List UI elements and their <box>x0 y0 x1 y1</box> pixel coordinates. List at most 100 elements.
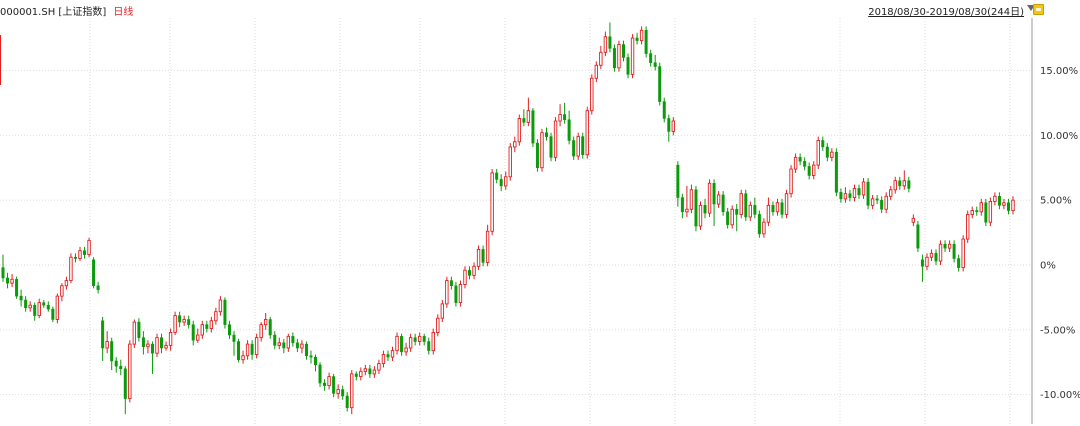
y-tick-label: 10.00% <box>1040 131 1078 142</box>
candle-body-up <box>277 342 281 346</box>
candle-body-up <box>925 256 929 267</box>
candle-body-down <box>771 205 775 213</box>
candle-body-down <box>345 395 349 408</box>
period-label[interactable]: 日线 <box>113 7 134 18</box>
candle-body-up <box>336 389 340 394</box>
candle-body-down <box>141 337 145 347</box>
candle-body-down <box>73 256 77 259</box>
candle-body-down <box>920 259 924 267</box>
candle-body-down <box>821 140 825 148</box>
candle-body-down <box>975 210 979 213</box>
candle-body-down <box>282 342 286 349</box>
candle-body-up <box>408 337 413 349</box>
candle-body-down <box>626 57 630 75</box>
lock-icon[interactable] <box>1033 4 1044 15</box>
candle-body-up <box>748 204 753 218</box>
candle-body-up <box>218 299 223 313</box>
candle-body-down <box>92 259 96 287</box>
candle-body-up <box>440 303 445 319</box>
candle-body-up <box>37 302 41 317</box>
candle-body-up <box>961 238 965 269</box>
candle-body-down <box>110 341 114 362</box>
candle-body-up <box>617 44 621 69</box>
candle-body-down <box>839 192 843 200</box>
candle-body-down <box>857 188 861 196</box>
candle-body-up <box>585 110 589 156</box>
candle-body-down <box>368 368 372 375</box>
candle-body-up <box>1011 199 1015 211</box>
candle-body-up <box>128 343 132 400</box>
candle-body-up <box>78 250 82 259</box>
candle-body-down <box>137 321 141 338</box>
candle-body-up <box>196 334 200 341</box>
candle-body-down <box>653 62 657 67</box>
candle-body-down <box>581 136 585 156</box>
candle-body-up <box>146 343 150 348</box>
candle-body-up <box>730 208 734 226</box>
candle-body-up <box>630 37 635 75</box>
symbol-code: 000001.SH <box>0 7 56 18</box>
candle-body-down <box>535 142 539 168</box>
candle-body-up <box>359 370 363 377</box>
candle-body-up <box>639 29 644 42</box>
candle-body-up <box>87 239 91 256</box>
candle-body-up <box>200 324 204 336</box>
candle-body-up <box>363 368 368 372</box>
y-tick-label: 0% <box>1040 261 1056 272</box>
candle-body-down <box>712 183 716 205</box>
candle-body-down <box>934 253 938 262</box>
candle-body-up <box>485 230 490 263</box>
candle-body-down <box>635 37 639 41</box>
candle-body-down <box>608 36 612 49</box>
chevron-down-icon[interactable] <box>1027 5 1035 11</box>
candle-body-down <box>1006 202 1010 211</box>
candle-body-up <box>390 350 395 358</box>
candle-body-up <box>762 221 766 235</box>
candle-body-down <box>223 299 227 325</box>
candle-body-down <box>997 196 1001 206</box>
candle-body-up <box>816 140 820 166</box>
candle-body-up <box>1002 202 1006 206</box>
candle-body-up <box>590 77 594 112</box>
candle-body-down <box>621 44 625 58</box>
candle-body-down <box>273 334 277 346</box>
y-tick-label: 5.00% <box>1040 196 1072 207</box>
candle-body-up <box>263 319 268 326</box>
candle-body-up <box>286 335 291 349</box>
candle-body-down <box>96 285 100 290</box>
candle-body-down <box>250 343 254 355</box>
candle-body-up <box>241 355 245 361</box>
candle-body-down <box>658 66 662 102</box>
candle-body-up <box>929 252 934 258</box>
candle-body-up <box>458 284 463 304</box>
date-range-link[interactable]: 2018/08/30-2019/08/30(244日) <box>868 7 1024 18</box>
candle-body-up <box>173 315 177 333</box>
candle-body-up <box>377 363 381 371</box>
candle-body-down <box>1 267 5 279</box>
candle-body-down <box>101 320 105 349</box>
candle-body-down <box>454 285 458 303</box>
candle-body-up <box>993 195 997 202</box>
candle-body-down <box>42 302 46 306</box>
candle-body-up <box>55 295 60 320</box>
candle-body-down <box>332 376 336 394</box>
candle-body-down <box>318 364 322 384</box>
candle-body-up <box>789 168 793 195</box>
candle-body-up <box>988 200 993 223</box>
candle-body-down <box>422 336 426 342</box>
candle-body-up <box>739 193 743 215</box>
candle-body-down <box>304 343 308 357</box>
candle-body-down <box>15 279 19 297</box>
candle-body-up <box>843 193 848 200</box>
candle-body-up <box>209 320 214 330</box>
candle-body-up <box>10 278 14 284</box>
candle-body-down <box>757 214 761 235</box>
candle-body-down <box>468 269 471 276</box>
candle-body-down <box>46 304 50 310</box>
candle-body-up <box>417 335 422 342</box>
candle-body-up <box>870 198 875 206</box>
candle-body-down <box>205 324 209 329</box>
candle-body-down <box>721 194 725 213</box>
